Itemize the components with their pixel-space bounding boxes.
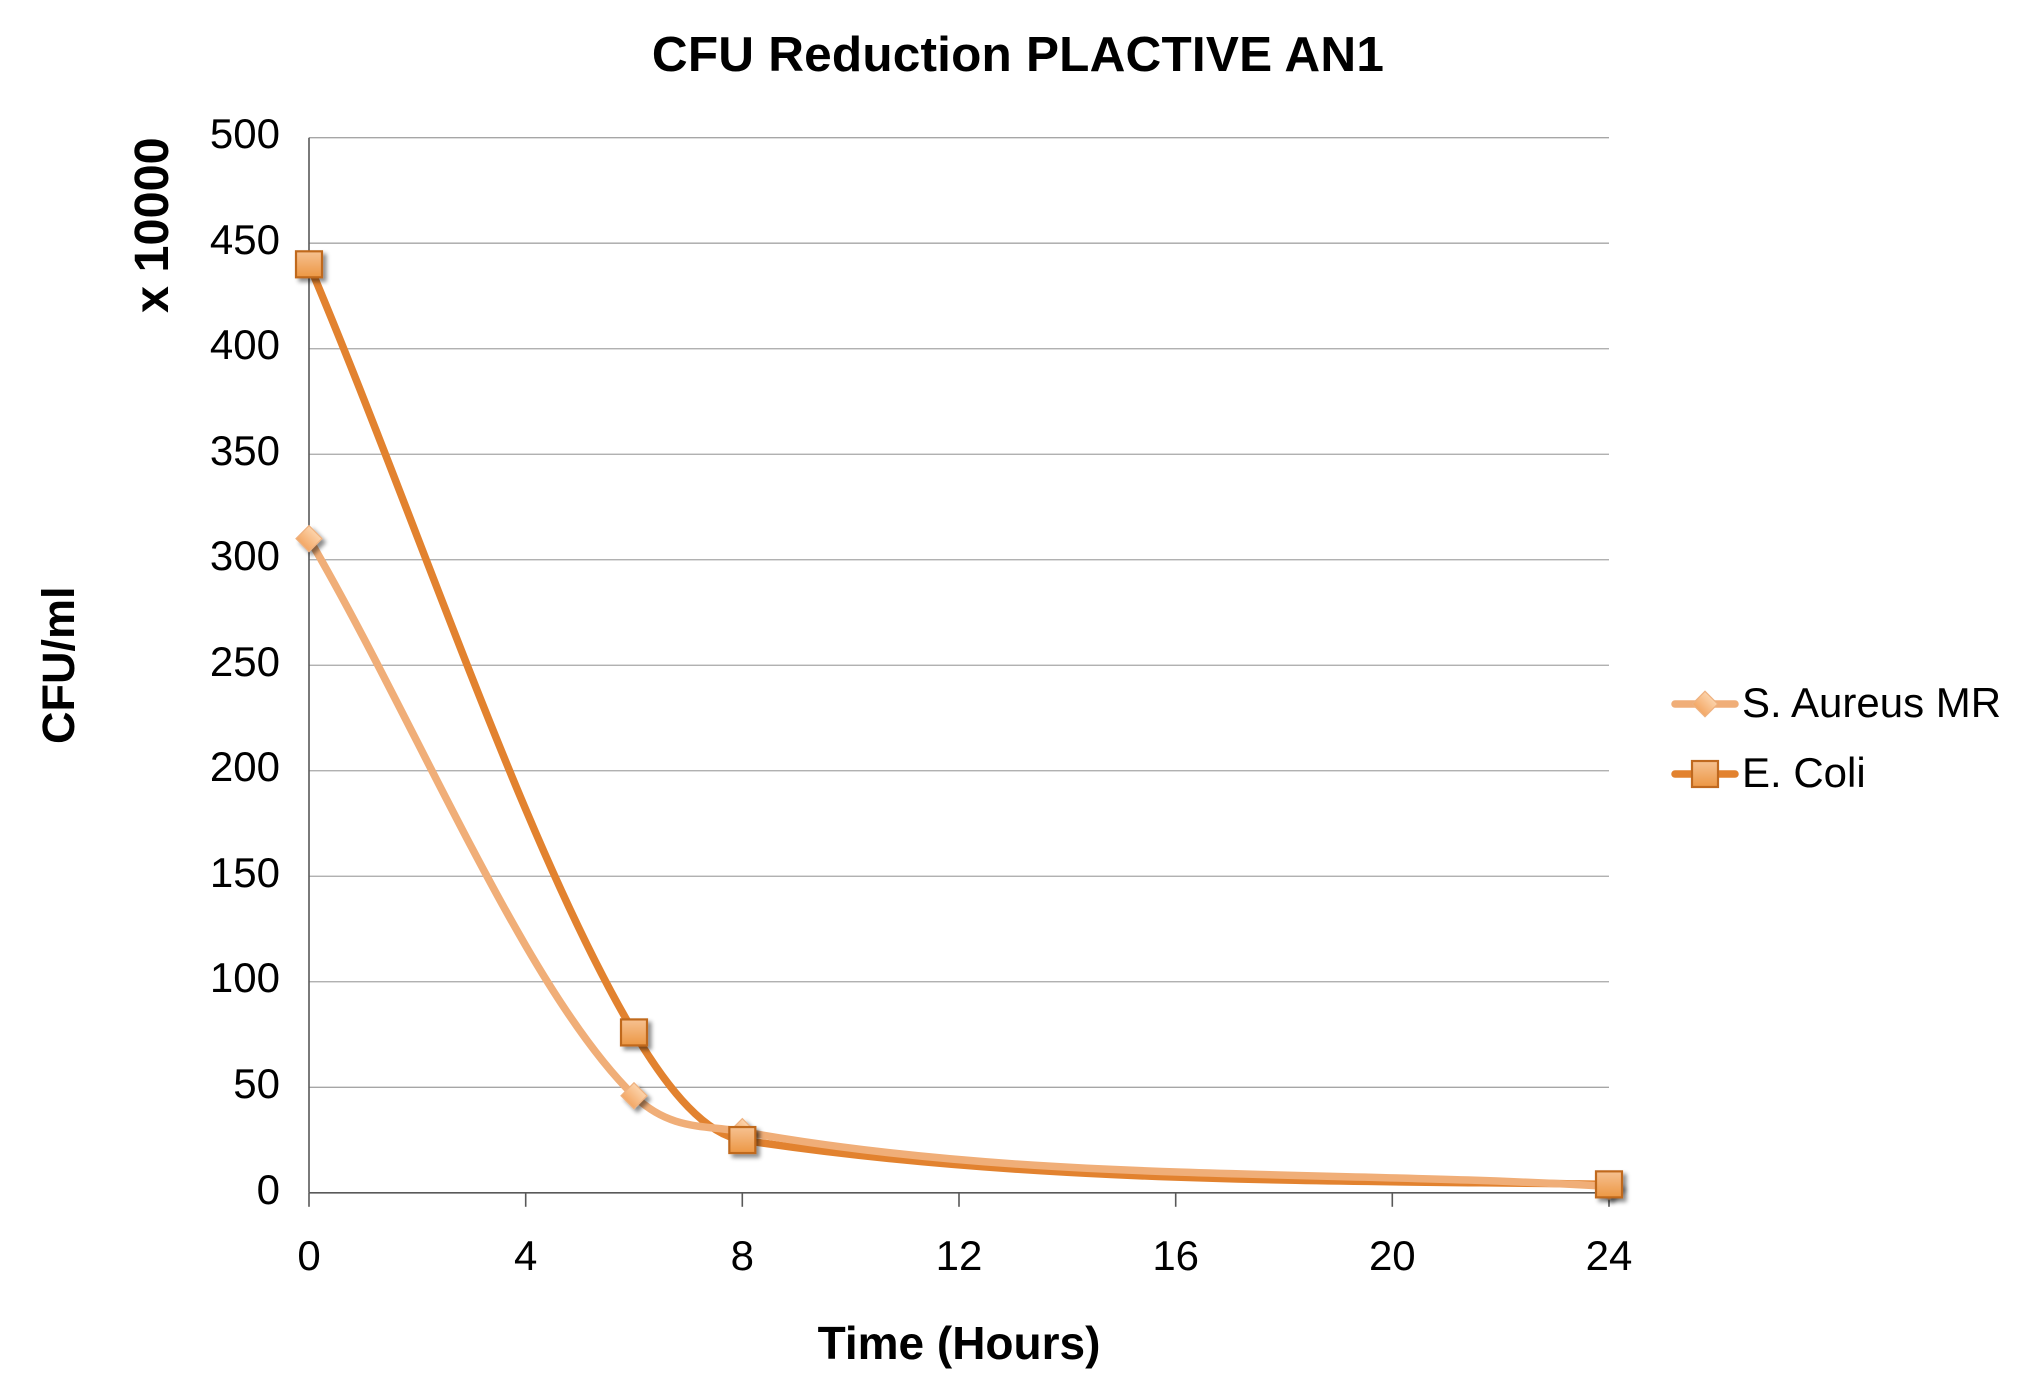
svg-text:250: 250: [210, 638, 280, 685]
svg-text:450: 450: [210, 216, 280, 263]
svg-text:400: 400: [210, 321, 280, 368]
svg-text:500: 500: [210, 110, 280, 157]
svg-text:0: 0: [297, 1232, 320, 1279]
svg-text:16: 16: [1152, 1232, 1199, 1279]
svg-text:8: 8: [731, 1232, 754, 1279]
svg-text:12: 12: [936, 1232, 983, 1279]
svg-text:200: 200: [210, 743, 280, 790]
svg-text:24: 24: [1586, 1232, 1633, 1279]
svg-text:50: 50: [233, 1060, 280, 1107]
svg-text:100: 100: [210, 954, 280, 1001]
svg-text:4: 4: [514, 1232, 537, 1279]
svg-text:350: 350: [210, 427, 280, 474]
svg-text:300: 300: [210, 532, 280, 579]
svg-text:150: 150: [210, 849, 280, 896]
svg-text:0: 0: [257, 1166, 280, 1213]
svg-text:20: 20: [1369, 1232, 1416, 1279]
svg-text:S. Aureus MR: S. Aureus MR: [1742, 679, 2001, 726]
svg-text:E. Coli: E. Coli: [1742, 749, 1866, 796]
